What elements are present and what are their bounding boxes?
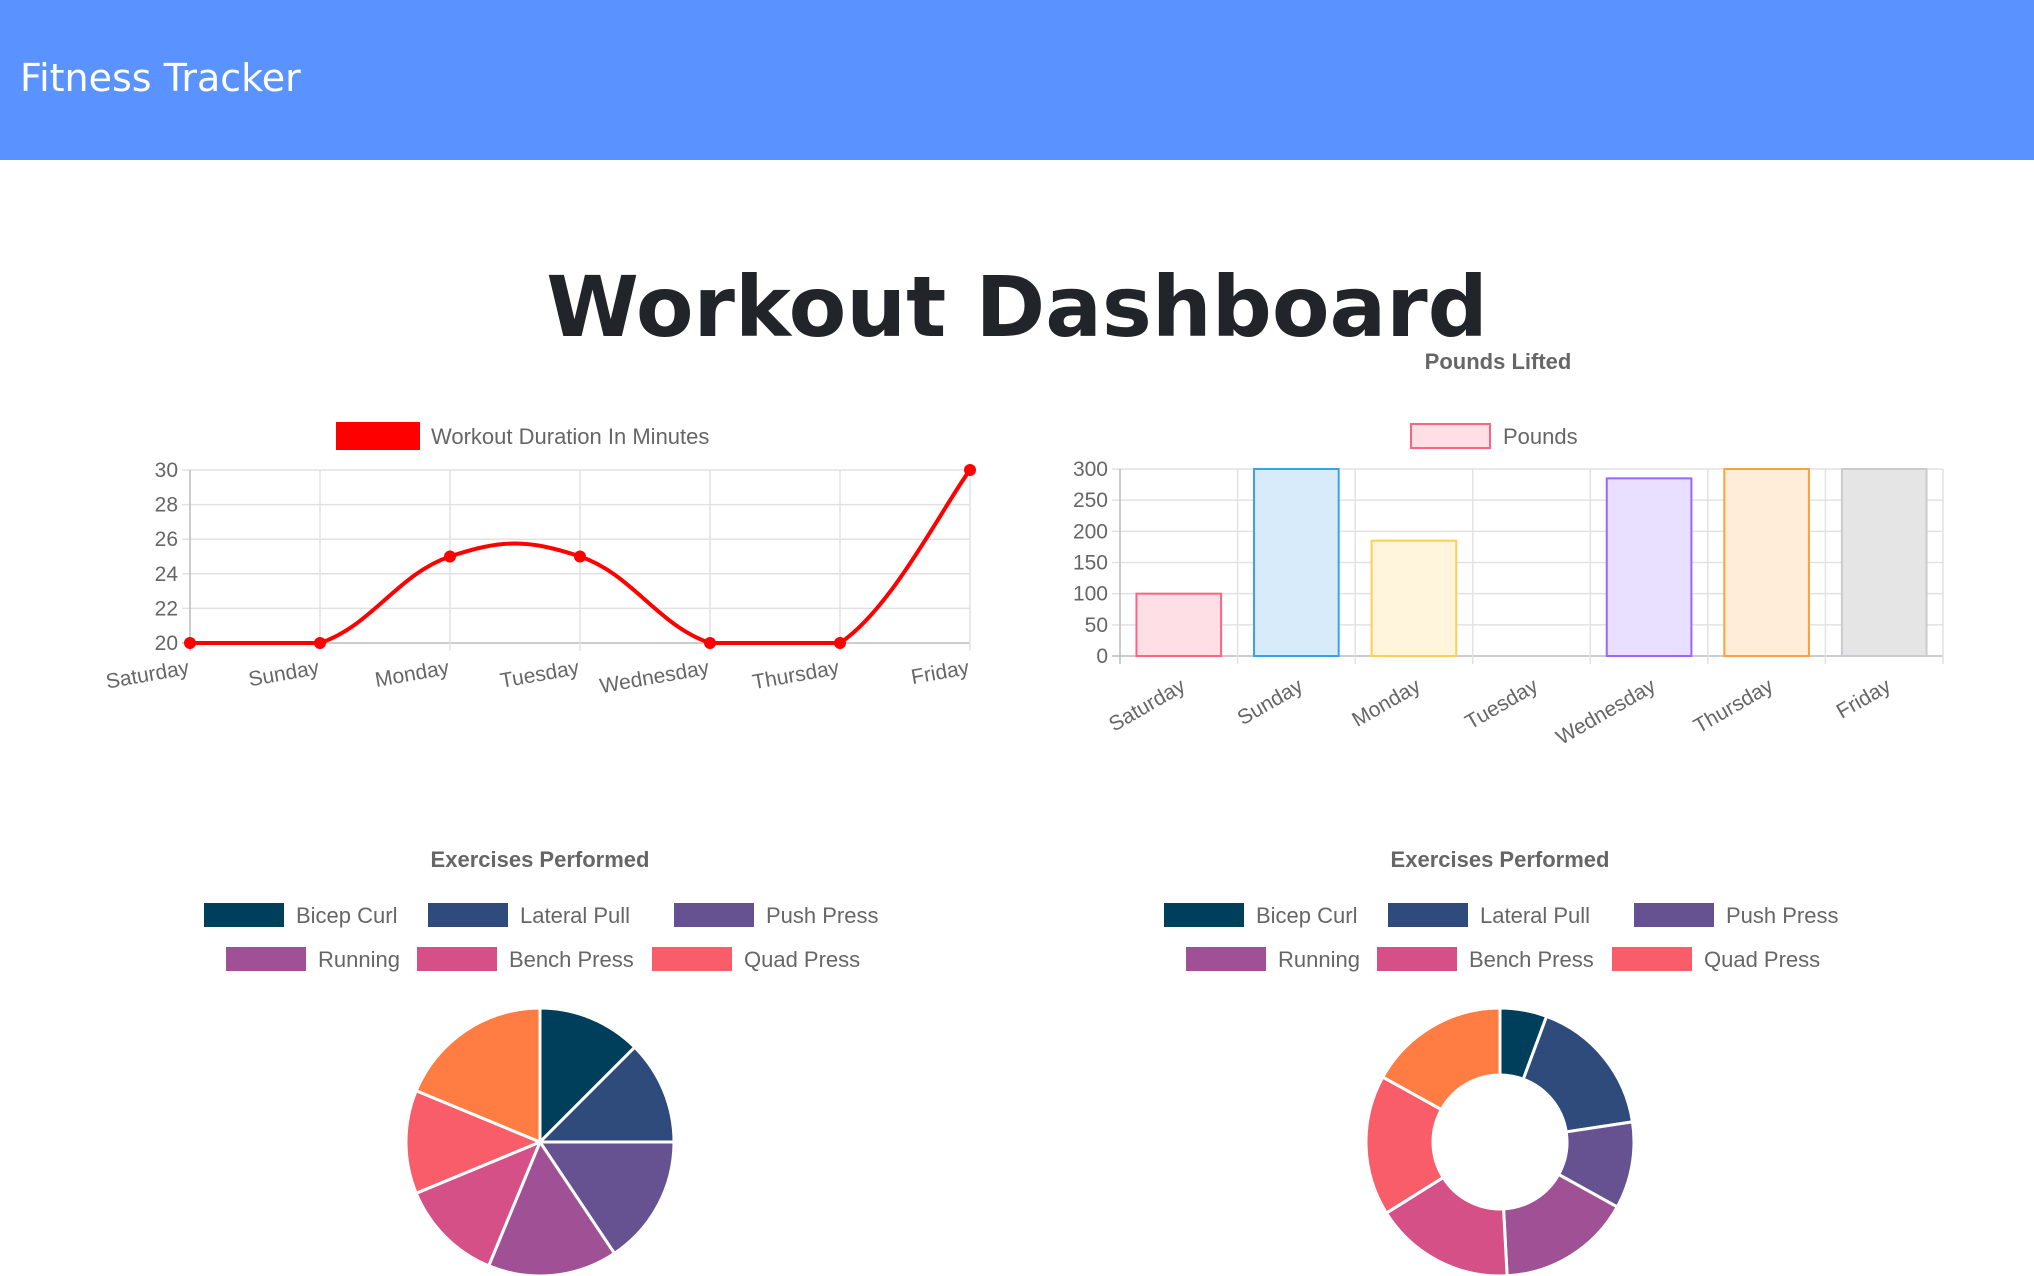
legend-swatch <box>1634 903 1714 927</box>
legend-label: Push Press <box>1726 903 1839 928</box>
x-tick-label: Friday <box>1833 674 1895 723</box>
legend-swatch <box>1388 903 1468 927</box>
bar-chart-pounds-lifted: Pounds Lifted Pounds 0 50 100 150 200 250 300 Sat… <box>1073 349 1944 750</box>
bar-saturday <box>1135 592 1223 658</box>
legend-swatch <box>226 947 306 971</box>
data-point-friday <box>964 464 976 476</box>
x-tick-label: Wednesday <box>598 656 711 698</box>
navbar: Fitness Tracker <box>0 0 2034 160</box>
x-tick-label: Saturday <box>104 656 191 693</box>
chart-title: Pounds Lifted <box>1425 349 1572 374</box>
x-tick-label: Wednesday <box>1552 674 1660 749</box>
slice-unlabeled <box>1380 1006 1502 1112</box>
y-tick-label: 28 <box>155 494 178 517</box>
legend-label: Pounds <box>1503 424 1578 449</box>
legend-label: Lateral Pull <box>520 903 630 928</box>
legend-swatch <box>1612 947 1692 971</box>
legend-label: Bench Press <box>509 947 634 972</box>
legend-swatch <box>204 903 284 927</box>
slice-lateral-pull <box>536 1045 676 1144</box>
x-tick-label: Thursday <box>1690 674 1778 738</box>
legend-swatch <box>428 903 508 927</box>
legend-label: Quad Press <box>744 947 860 972</box>
bar-wednesday <box>1605 477 1693 657</box>
slice-unlabeled <box>414 1006 542 1145</box>
legend-swatch <box>1377 947 1457 971</box>
x-tick-label: Monday <box>373 656 451 692</box>
slice-quad-press <box>404 1088 544 1196</box>
data-point-tuesday <box>574 550 586 563</box>
legend-label: Running <box>1278 947 1360 972</box>
legend-label: Quad Press <box>1704 947 1820 972</box>
slice-bench-press <box>414 1139 543 1268</box>
x-tick-label: Sunday <box>1234 674 1308 730</box>
y-tick-label: 22 <box>155 597 178 620</box>
slice-bicep-curl <box>538 1006 637 1146</box>
x-tick-label: Monday <box>1348 674 1425 732</box>
legend-swatch <box>1164 903 1244 927</box>
slice-running <box>486 1138 617 1276</box>
legend-swatch <box>417 947 497 971</box>
slice-lateral-pull <box>1521 1014 1635 1134</box>
slice-push-press <box>537 1140 676 1256</box>
x-tick-label: Sunday <box>247 656 322 691</box>
y-tick-label: 24 <box>155 563 179 586</box>
bar-sunday <box>1253 468 1340 657</box>
y-tick-label: 200 <box>1073 520 1108 543</box>
chart-title: Exercises Performed <box>1391 847 1610 872</box>
x-tick-label: Thursday <box>751 656 842 694</box>
bar-monday <box>1370 539 1458 657</box>
line-chart-workout-duration: Workout Duration In Minutes 20 22 24 26 28 30 S… <box>104 422 976 698</box>
x-tick-label: Tuesday <box>1461 674 1542 734</box>
legend-label: Workout Duration In Minutes <box>431 424 709 449</box>
data-point-monday <box>444 550 456 563</box>
legend-label: Lateral Pull <box>1480 903 1590 928</box>
legend-label: Bicep Curl <box>1256 903 1357 928</box>
y-tick-label: 0 <box>1096 645 1108 668</box>
legend-swatch <box>336 422 420 450</box>
chart-title: Exercises Performed <box>431 847 650 872</box>
legend-swatch <box>1410 423 1491 449</box>
bar-thursday <box>1723 468 1810 657</box>
legend-label: Bicep Curl <box>296 903 397 928</box>
y-tick-label: 100 <box>1073 583 1108 606</box>
y-tick-label: 300 <box>1073 458 1108 481</box>
x-tick-label: Tuesday <box>498 656 581 693</box>
page-title: Workout Dashboard <box>546 258 1488 357</box>
brand-link[interactable]: Fitness Tracker <box>20 56 301 100</box>
y-tick-label: 20 <box>155 632 178 655</box>
legend-label: Bench Press <box>1469 947 1594 972</box>
y-tick-label: 30 <box>155 459 178 482</box>
data-point-thursday <box>834 637 846 649</box>
doughnut-chart-exercises: Exercises Performed Bicep Curl Lateral Pul… <box>1164 847 1839 1276</box>
y-tick-label: 50 <box>1085 614 1108 637</box>
slice-running <box>1501 1172 1620 1276</box>
legend-swatch <box>674 903 754 927</box>
legend-label: Push Press <box>766 903 879 928</box>
legend-swatch <box>652 947 732 971</box>
data-point-saturday <box>184 637 196 649</box>
pie-chart-exercises: Exercises Performed Bicep Curl Lateral Pul… <box>204 847 879 1276</box>
legend-label: Running <box>318 947 400 972</box>
x-tick-label: Saturday <box>1105 674 1190 736</box>
y-tick-label: 26 <box>155 528 178 551</box>
y-tick-label: 150 <box>1073 552 1108 575</box>
y-tick-label: 250 <box>1073 489 1108 512</box>
bar-friday <box>1840 468 1928 657</box>
data-point-wednesday <box>704 637 716 649</box>
legend-swatch <box>1186 947 1266 971</box>
data-point-sunday <box>314 637 326 649</box>
x-tick-label: Friday <box>909 656 971 689</box>
